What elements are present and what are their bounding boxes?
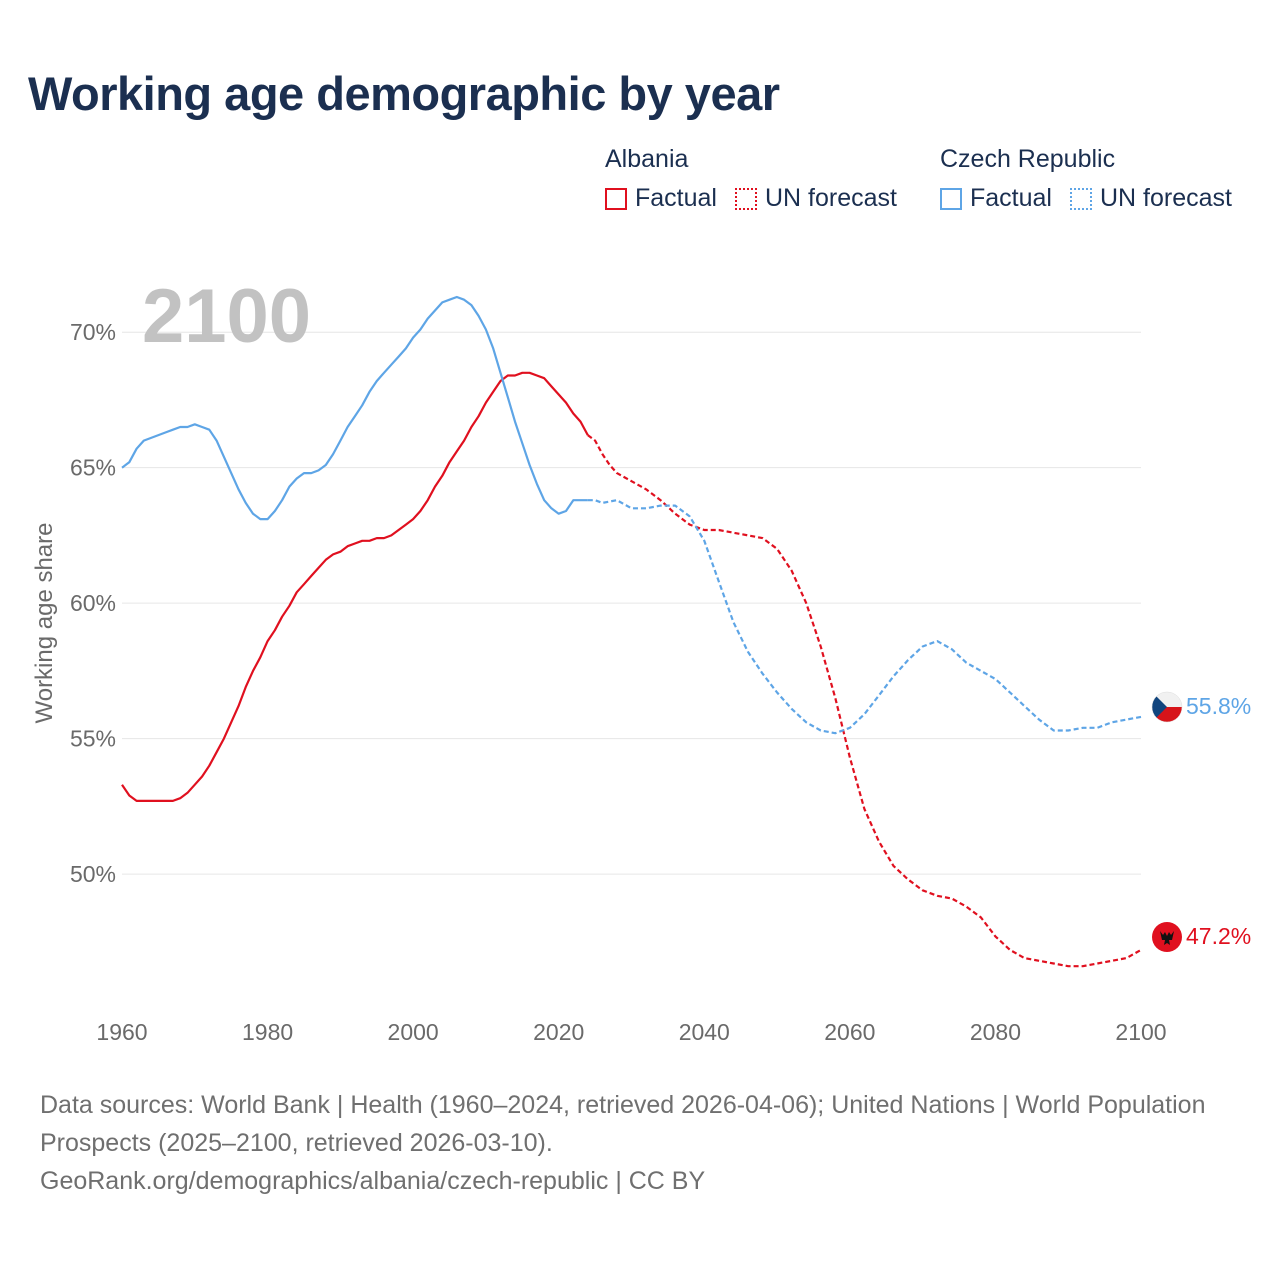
y-tick-label: 65%: [70, 455, 116, 481]
legend-czech: Czech Republic Factual UN forecast: [940, 142, 1232, 213]
footer-sources: Data sources: World Bank | Health (1960–…: [40, 1091, 1206, 1157]
series-lines: [121, 295, 1142, 968]
legend-albania-factual[interactable]: Factual: [605, 184, 717, 213]
x-tick-label: 2040: [679, 1019, 730, 1045]
albania-end-value: 47.2%: [1186, 923, 1251, 949]
legend-albania-forecast-label: UN forecast: [764, 184, 897, 212]
albania-flag-marker: [1152, 922, 1182, 952]
legend-czech-factual-swatch: [940, 187, 962, 210]
legend-czech-forecast[interactable]: UN forecast: [1069, 184, 1232, 213]
legend-albania-factual-swatch: [605, 187, 627, 210]
y-axis-label: Working age share: [31, 523, 58, 724]
y-tick-label: 60%: [70, 590, 116, 616]
x-tick-label: 2080: [970, 1019, 1021, 1045]
y-tick-label: 55%: [70, 726, 116, 752]
x-tick-label: 1980: [242, 1019, 293, 1045]
legend-albania-forecast[interactable]: UN forecast: [734, 184, 897, 213]
line-chart: 50% 55% 60% 65% 70% 1960 1980 2000 2020 2040 2060…: [31, 274, 1251, 1045]
legend-czech-factual[interactable]: Factual: [940, 184, 1052, 213]
czech-flag-marker: [1151, 691, 1183, 723]
footer: Data sources: World Bank | Health (1960–…: [40, 1086, 1240, 1200]
czech-republic-factual-line: [121, 295, 588, 521]
x-tick-label: 2100: [1115, 1019, 1166, 1045]
x-tick-label: 2020: [533, 1019, 584, 1045]
y-tick-label: 70%: [70, 319, 116, 345]
chart-title: Working age demographic by year: [28, 67, 780, 120]
x-tick-label: 2060: [824, 1019, 875, 1045]
legend-albania-forecast-swatch: [734, 187, 757, 210]
gridlines: [122, 331, 1141, 875]
czech-end-value: 55.8%: [1186, 693, 1251, 719]
legend-czech-factual-label: Factual: [970, 184, 1052, 212]
czech-republic-forecast-line: [587, 499, 1142, 735]
footer-link[interactable]: GeoRank.org/demographics/albania/czech-r…: [40, 1167, 706, 1195]
x-tick-label: 1960: [96, 1019, 147, 1045]
legend-albania-factual-label: Factual: [635, 184, 717, 212]
legend-czech-name: Czech Republic: [940, 145, 1116, 173]
x-axis-ticks: 1960 1980 2000 2020 2040 2060 2080 2100: [96, 1019, 1166, 1045]
albania-forecast-line: [587, 434, 1142, 968]
x-tick-label: 2000: [388, 1019, 439, 1045]
y-axis-ticks: 50% 55% 60% 65% 70%: [70, 319, 116, 887]
legend-albania-name: Albania: [605, 145, 689, 173]
year-watermark-label: 2100: [142, 274, 311, 359]
albania-factual-line: [121, 371, 589, 802]
legend-albania: Albania Factual UN forecast: [605, 142, 897, 213]
y-tick-label: 50%: [70, 861, 116, 887]
legend-czech-forecast-swatch: [1069, 187, 1092, 210]
legend-czech-forecast-label: UN forecast: [1099, 184, 1232, 212]
